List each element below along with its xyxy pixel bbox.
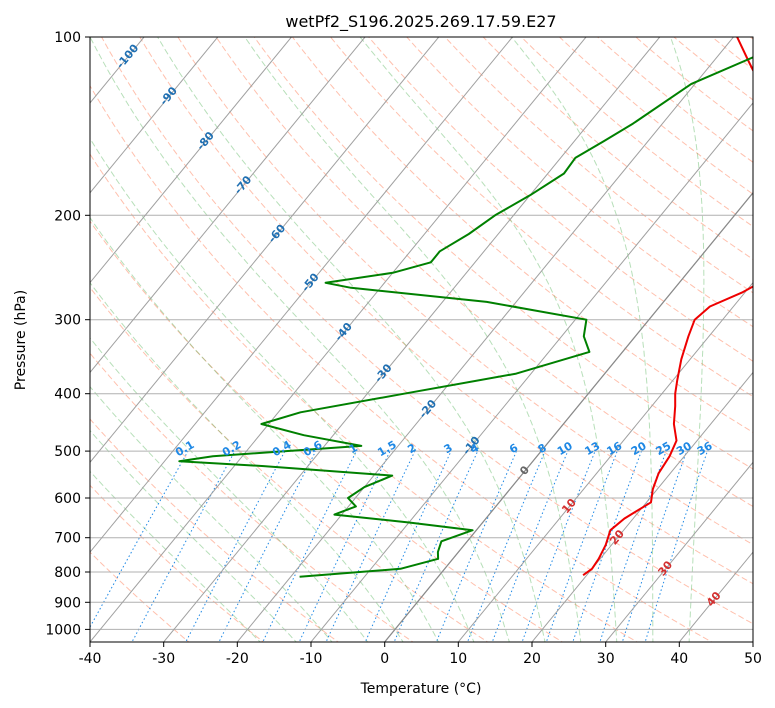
dewpoint-trace	[178, 56, 753, 578]
y-tick-label: 500	[54, 444, 81, 460]
mixing-ratio-line	[298, 450, 391, 642]
y-axis-ticks: 1000 900 800 700 600 500 400 300 200 100	[45, 30, 90, 638]
isotherm-gridlines	[90, 37, 753, 642]
y-tick-label: 100	[54, 30, 81, 46]
x-axis-ticks: -40 -30 -20 -10 0 10 20 30 40 50	[79, 642, 762, 667]
dry-adiabat	[253, 37, 753, 470]
mixing-ratio-line	[185, 450, 286, 642]
mixing-ratio-line	[572, 450, 642, 642]
y-tick-label: 900	[54, 595, 81, 611]
x-tick-label: 50	[744, 651, 762, 667]
x-tick-label: 10	[449, 651, 467, 667]
dry-adiabat	[90, 220, 564, 642]
dry-adiabat	[139, 37, 753, 585]
x-tick-label: 40	[670, 651, 688, 667]
dry-adiabat	[177, 37, 753, 546]
mixing-ratio-line	[599, 450, 667, 642]
zero-isotherm-line	[383, 191, 753, 642]
isotherm-line	[90, 37, 440, 464]
isotherm-line	[457, 281, 753, 642]
isotherm-line	[90, 37, 587, 642]
plot-frame	[89, 36, 754, 643]
moist-adiabat	[90, 337, 369, 642]
mixing-ratio-line	[325, 450, 416, 642]
dry-adiabat	[101, 37, 753, 625]
y-tick-label: 400	[54, 387, 81, 403]
zero-isotherm	[383, 191, 753, 642]
chart-title: wetPf2_S196.2025.269.17.59.E27	[285, 12, 556, 32]
moist-adiabat	[670, 37, 705, 642]
isotherm-line	[531, 371, 753, 642]
isotherm-line	[90, 37, 514, 553]
x-axis-title: Temperature (°C)	[360, 681, 482, 697]
y-tick-label: 700	[54, 531, 81, 547]
y-tick-label: 600	[54, 491, 81, 507]
x-tick-label: -30	[152, 651, 175, 667]
y-tick-label: 1000	[45, 622, 81, 638]
x-tick-label: 30	[597, 651, 615, 667]
moist-adiabat	[511, 37, 654, 642]
y-tick-label: 200	[54, 208, 81, 224]
isotherm-line	[163, 37, 661, 642]
dry-adiabat	[291, 37, 753, 433]
isotherm-line	[310, 102, 753, 642]
x-tick-label: -40	[79, 651, 102, 667]
isotherm-line	[236, 37, 735, 642]
isotherm-line	[605, 461, 753, 642]
y-axis-title: Pressure (hPa)	[13, 290, 29, 390]
dry-adiabat	[444, 37, 753, 294]
dry-adiabat	[368, 37, 753, 362]
sounding-series	[178, 37, 753, 578]
isotherm-line	[90, 37, 293, 284]
isotherm-line	[90, 37, 219, 194]
moist-adiabat	[359, 37, 618, 642]
mixing-ratio-line	[545, 450, 618, 642]
isobar-gridlines	[90, 37, 753, 630]
mixing-ratio-line	[644, 450, 708, 642]
x-tick-label: -20	[226, 651, 249, 667]
x-tick-label: -10	[300, 651, 323, 667]
moist-adiabat	[244, 37, 582, 642]
y-tick-label: 300	[54, 313, 81, 329]
x-tick-label: 20	[523, 651, 541, 667]
temperature-trace	[582, 37, 753, 577]
mixing-ratio-line	[621, 450, 688, 642]
mixing-ratio-line	[218, 450, 317, 642]
mixing-ratio-line	[521, 450, 596, 642]
isotherm-line	[90, 37, 366, 374]
mixing-ratio-line	[491, 450, 569, 642]
y-tick-label: 800	[54, 565, 81, 581]
x-tick-label: 0	[380, 651, 389, 667]
mixing-ratio-line	[435, 450, 517, 642]
moist-adiabat	[157, 37, 546, 642]
moist-adiabat	[90, 37, 510, 642]
